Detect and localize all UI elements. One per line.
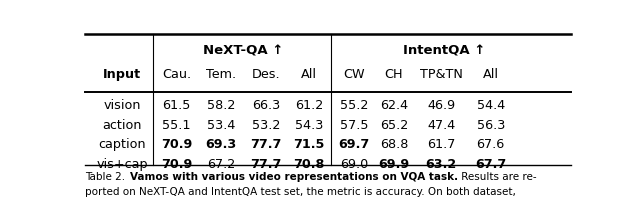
- Text: 65.2: 65.2: [380, 119, 408, 132]
- Text: All: All: [301, 68, 317, 81]
- Text: 56.3: 56.3: [477, 119, 505, 132]
- Text: 58.2: 58.2: [207, 99, 236, 112]
- Text: IntentQA ↑: IntentQA ↑: [403, 45, 486, 58]
- Text: 61.7: 61.7: [427, 138, 455, 151]
- Text: 55.2: 55.2: [340, 99, 369, 112]
- Text: 68.8: 68.8: [380, 138, 408, 151]
- Text: vision: vision: [104, 99, 141, 112]
- Text: 55.1: 55.1: [163, 119, 191, 132]
- Text: 67.7: 67.7: [475, 158, 506, 171]
- Text: 62.4: 62.4: [380, 99, 408, 112]
- Text: ported on NeXT-QA and IntentQA test set, the metric is accuracy. On both dataset: ported on NeXT-QA and IntentQA test set,…: [85, 187, 516, 197]
- Text: 53.2: 53.2: [252, 119, 280, 132]
- Text: Results are re-: Results are re-: [458, 172, 537, 182]
- Text: action: action: [102, 119, 142, 132]
- Text: caption: caption: [99, 138, 146, 151]
- Text: 70.9: 70.9: [161, 158, 193, 171]
- Text: Vamos with various video representations on VQA task.: Vamos with various video representations…: [131, 172, 458, 182]
- Text: 70.8: 70.8: [294, 158, 325, 171]
- Text: Table 2.: Table 2.: [85, 172, 131, 182]
- Text: 69.0: 69.0: [340, 158, 369, 171]
- Text: CH: CH: [385, 68, 403, 81]
- Text: 70.9: 70.9: [161, 138, 193, 151]
- Text: TP&TN: TP&TN: [420, 68, 463, 81]
- Text: 61.2: 61.2: [295, 99, 323, 112]
- Text: 67.2: 67.2: [207, 158, 236, 171]
- Text: Input: Input: [103, 68, 141, 81]
- Text: 57.5: 57.5: [340, 119, 369, 132]
- Text: 66.3: 66.3: [252, 99, 280, 112]
- Text: 54.4: 54.4: [477, 99, 505, 112]
- Text: 54.3: 54.3: [295, 119, 323, 132]
- Text: 46.9: 46.9: [427, 99, 455, 112]
- Text: Cau.: Cau.: [162, 68, 191, 81]
- Text: 71.5: 71.5: [294, 138, 325, 151]
- Text: Des.: Des.: [252, 68, 280, 81]
- Text: All: All: [483, 68, 499, 81]
- Text: 47.4: 47.4: [427, 119, 455, 132]
- Text: 67.6: 67.6: [477, 138, 505, 151]
- Text: 69.7: 69.7: [339, 138, 370, 151]
- Text: Tem.: Tem.: [206, 68, 236, 81]
- Text: 77.7: 77.7: [250, 158, 282, 171]
- Text: vis+cap: vis+cap: [97, 158, 148, 171]
- Text: 53.4: 53.4: [207, 119, 236, 132]
- Text: 63.2: 63.2: [426, 158, 457, 171]
- Text: 77.7: 77.7: [250, 138, 282, 151]
- Text: 69.3: 69.3: [205, 138, 237, 151]
- Text: 69.9: 69.9: [378, 158, 410, 171]
- Text: NeXT-QA ↑: NeXT-QA ↑: [202, 45, 283, 58]
- Text: 61.5: 61.5: [163, 99, 191, 112]
- Text: CW: CW: [344, 68, 365, 81]
